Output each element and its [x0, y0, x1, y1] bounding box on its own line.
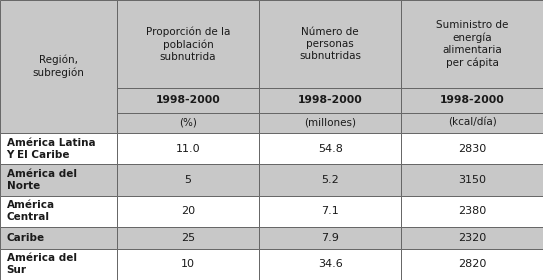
Text: Caribe: Caribe — [7, 233, 45, 243]
Bar — [0, 0, 117, 133]
Text: 54.8: 54.8 — [318, 144, 343, 154]
Bar — [401, 133, 543, 164]
Text: América del
Sur: América del Sur — [7, 253, 77, 275]
Text: 7.1: 7.1 — [321, 206, 339, 216]
Text: (kcal/día): (kcal/día) — [448, 118, 496, 128]
Bar — [259, 0, 401, 88]
Bar — [401, 196, 543, 227]
Bar — [0, 196, 117, 227]
Bar — [259, 113, 401, 133]
Text: 3150: 3150 — [458, 175, 486, 185]
Text: América del
Norte: América del Norte — [7, 169, 77, 191]
Text: 2830: 2830 — [458, 144, 487, 154]
Text: 1998-2000: 1998-2000 — [298, 95, 363, 106]
Text: 2820: 2820 — [458, 259, 487, 269]
Bar — [0, 133, 117, 164]
Bar — [259, 88, 401, 113]
Bar — [117, 133, 259, 164]
Text: 2320: 2320 — [458, 233, 487, 243]
Bar — [259, 249, 401, 280]
Bar — [117, 113, 259, 133]
Bar — [401, 0, 543, 88]
Text: 10: 10 — [181, 259, 195, 269]
Bar — [117, 196, 259, 227]
Text: Proporción de la
población
subnutrida: Proporción de la población subnutrida — [146, 27, 230, 62]
Text: 20: 20 — [181, 206, 195, 216]
Bar — [259, 133, 401, 164]
Text: América Latina
Y El Caribe: América Latina Y El Caribe — [7, 138, 95, 160]
Bar — [117, 88, 259, 113]
Bar — [117, 164, 259, 196]
Bar — [401, 227, 543, 249]
Bar — [117, 227, 259, 249]
Text: Región,
subregión: Región, subregión — [33, 55, 84, 78]
Text: Suministro de
energía
alimentaria
per cápita: Suministro de energía alimentaria per cá… — [436, 20, 508, 68]
Bar — [259, 196, 401, 227]
Text: 1998-2000: 1998-2000 — [440, 95, 504, 106]
Text: América
Central: América Central — [7, 200, 55, 222]
Bar — [259, 227, 401, 249]
Bar — [117, 0, 259, 88]
Bar — [401, 249, 543, 280]
Text: 5.2: 5.2 — [321, 175, 339, 185]
Text: 34.6: 34.6 — [318, 259, 343, 269]
Bar — [401, 113, 543, 133]
Text: 25: 25 — [181, 233, 195, 243]
Bar — [401, 88, 543, 113]
Bar — [401, 164, 543, 196]
Text: (millones): (millones) — [304, 118, 356, 128]
Text: (%): (%) — [179, 118, 197, 128]
Text: 2380: 2380 — [458, 206, 487, 216]
Text: 1998-2000: 1998-2000 — [155, 95, 220, 106]
Bar — [259, 164, 401, 196]
Text: Número de
personas
subnutridas: Número de personas subnutridas — [299, 27, 361, 61]
Bar — [0, 249, 117, 280]
Text: 7.9: 7.9 — [321, 233, 339, 243]
Bar — [117, 249, 259, 280]
Bar — [0, 164, 117, 196]
Text: 5: 5 — [185, 175, 191, 185]
Bar — [0, 227, 117, 249]
Text: 11.0: 11.0 — [175, 144, 200, 154]
